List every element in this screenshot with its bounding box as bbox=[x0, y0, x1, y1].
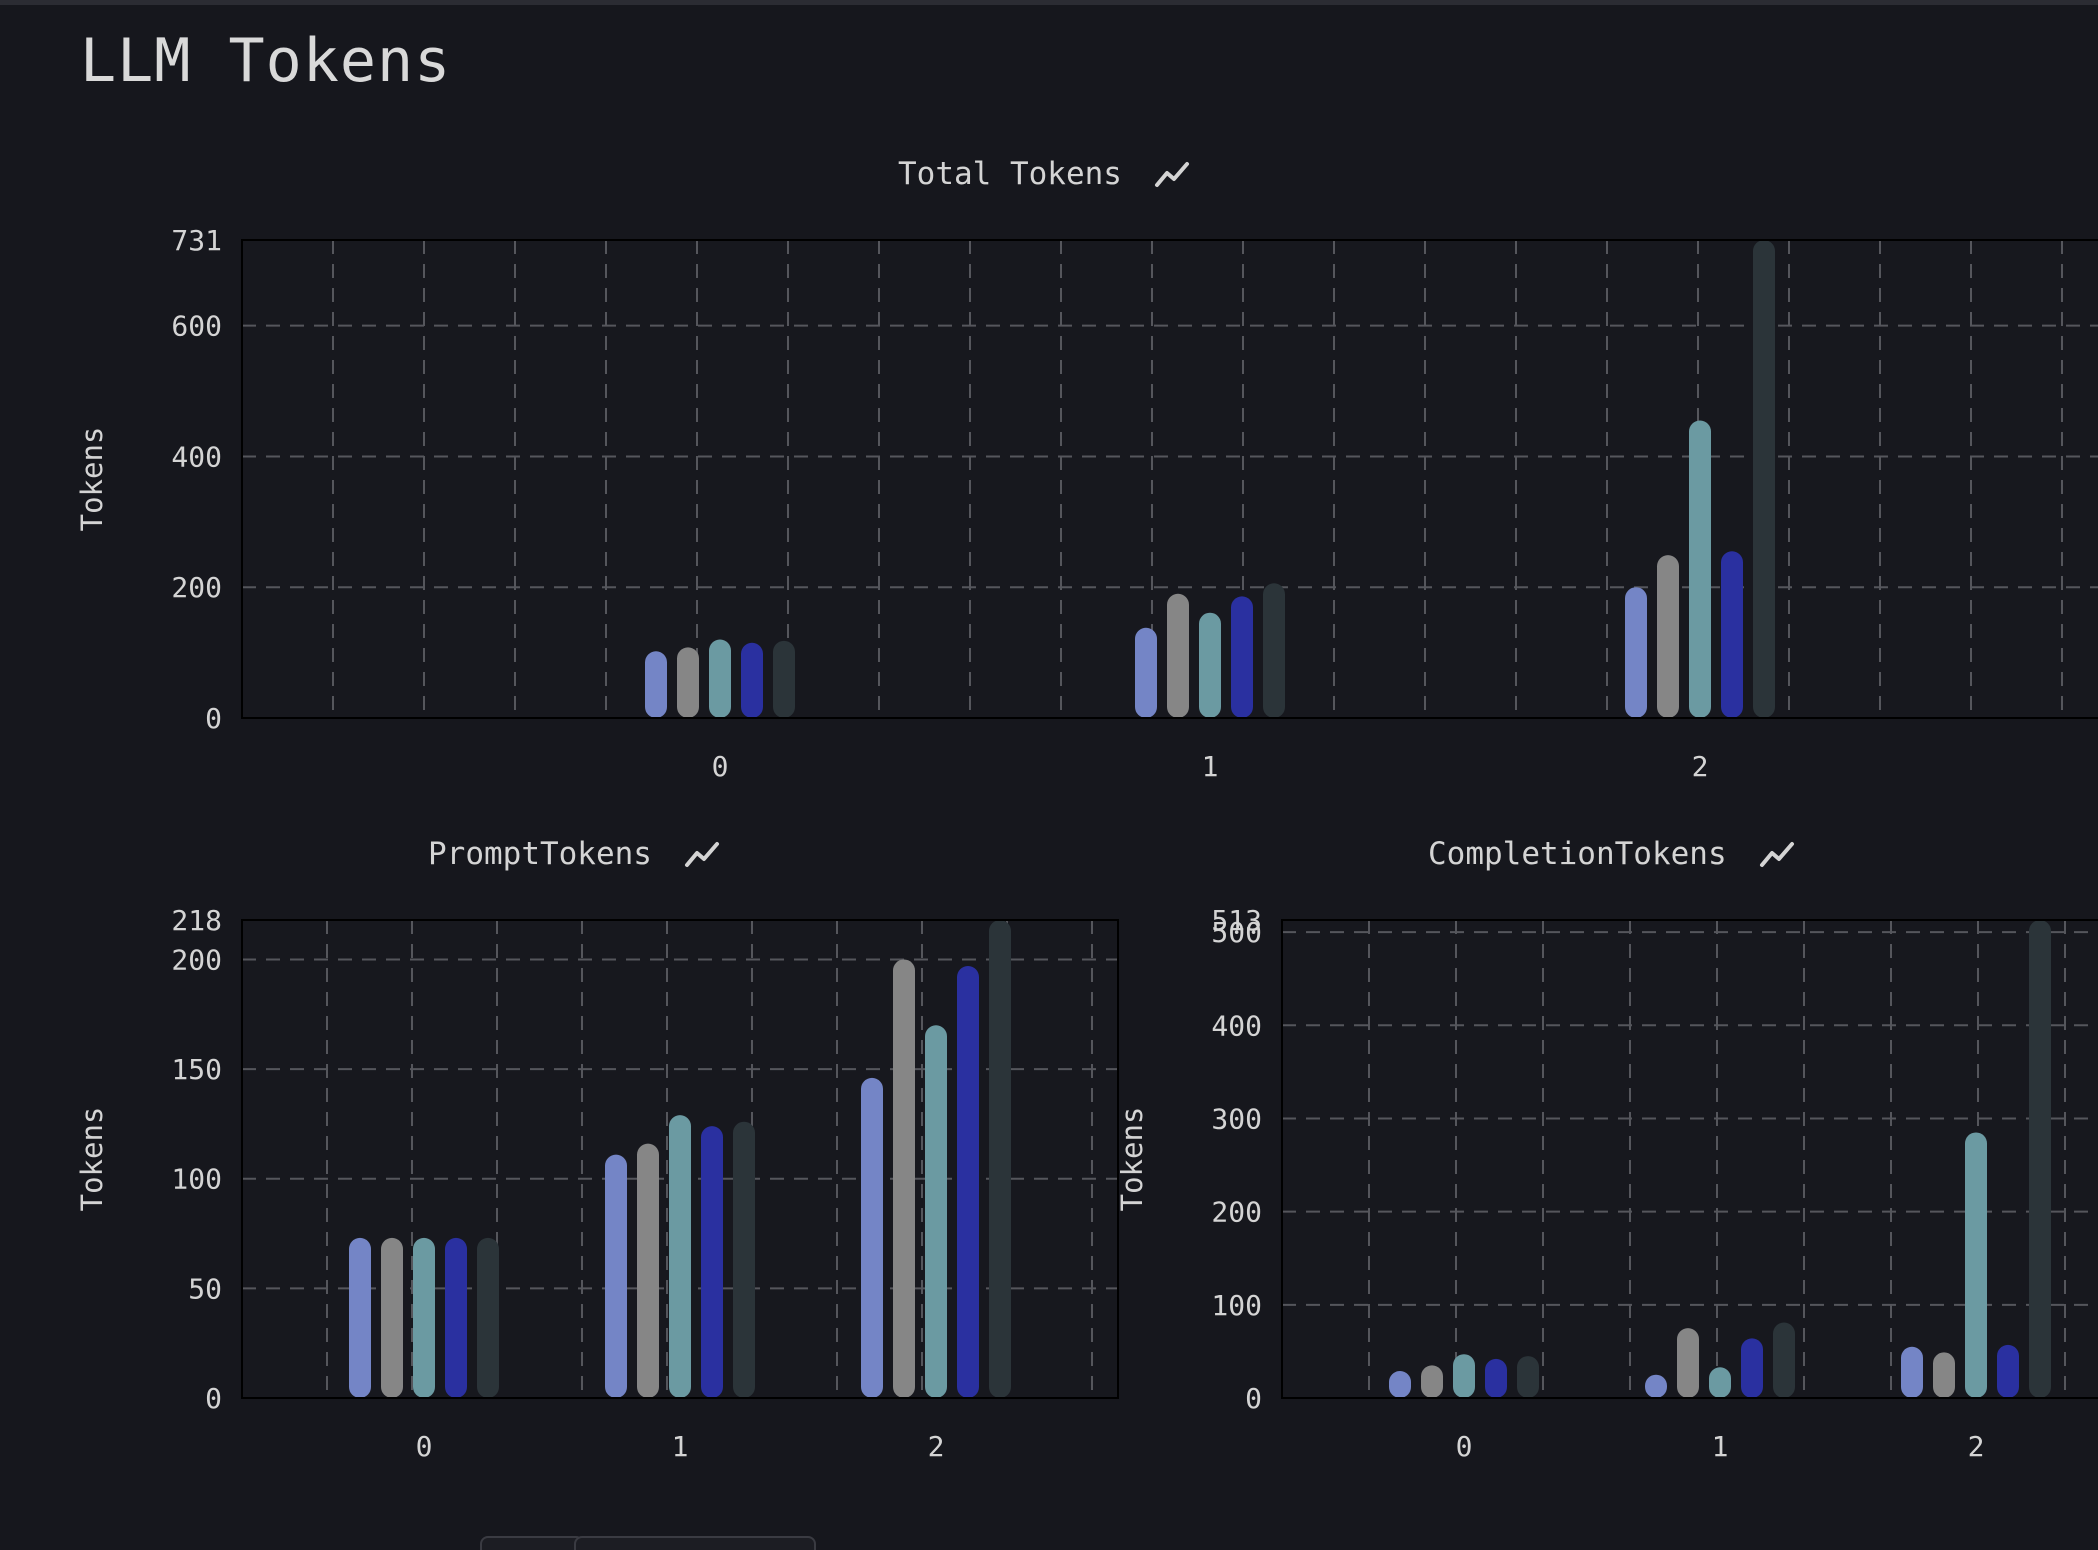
bar[interactable] bbox=[477, 1237, 499, 1398]
bar[interactable] bbox=[1965, 1132, 1987, 1398]
prompt-tokens-title: PromptTokens bbox=[428, 836, 652, 872]
bar[interactable] bbox=[1709, 1367, 1731, 1398]
bar[interactable] bbox=[741, 642, 763, 718]
y-tick-label: 731 bbox=[171, 224, 222, 257]
y-tick-label: 0 bbox=[205, 1382, 222, 1415]
bar[interactable] bbox=[1231, 596, 1253, 718]
bar[interactable] bbox=[1753, 240, 1775, 718]
x-tick-label: 2 bbox=[1968, 1430, 1985, 1463]
bar[interactable] bbox=[701, 1126, 723, 1398]
bar[interactable] bbox=[1901, 1346, 1923, 1398]
bar[interactable] bbox=[645, 651, 667, 718]
trend-line-icon[interactable] bbox=[684, 840, 720, 868]
bar[interactable] bbox=[1485, 1358, 1507, 1398]
bar[interactable] bbox=[605, 1154, 627, 1398]
y-tick-label: 50 bbox=[188, 1272, 222, 1305]
bar[interactable] bbox=[2029, 920, 2051, 1398]
x-tick-label: 0 bbox=[712, 750, 729, 783]
plot-area bbox=[1282, 920, 2098, 1398]
tab-right[interactable] bbox=[574, 1536, 816, 1550]
bar[interactable] bbox=[1199, 612, 1221, 718]
x-tick-label: 2 bbox=[928, 1430, 945, 1463]
bar[interactable] bbox=[1721, 551, 1743, 718]
bar[interactable] bbox=[861, 1077, 883, 1398]
bar[interactable] bbox=[1933, 1352, 1955, 1398]
bar[interactable] bbox=[1677, 1328, 1699, 1398]
top-bar bbox=[0, 0, 2098, 5]
plot-border bbox=[241, 239, 2098, 719]
x-tick-label: 1 bbox=[1202, 750, 1219, 783]
y-tick-label: 150 bbox=[171, 1053, 222, 1086]
y-tick-label: 600 bbox=[171, 310, 222, 343]
bar[interactable] bbox=[925, 1025, 947, 1398]
bar[interactable] bbox=[1517, 1356, 1539, 1398]
grid-lines bbox=[1282, 920, 2098, 1398]
y-tick-label: 200 bbox=[171, 943, 222, 976]
plot-border bbox=[241, 919, 1119, 1399]
y-tick-label: 400 bbox=[1211, 1009, 1262, 1042]
plot-border bbox=[1281, 919, 2098, 1399]
bar[interactable] bbox=[445, 1237, 467, 1398]
y-tick-label: 0 bbox=[1245, 1382, 1262, 1415]
bar[interactable] bbox=[349, 1237, 371, 1398]
bar[interactable] bbox=[669, 1115, 691, 1398]
y-tick-label: 200 bbox=[171, 571, 222, 604]
bar[interactable] bbox=[893, 959, 915, 1398]
bar[interactable] bbox=[1389, 1370, 1411, 1398]
bar[interactable] bbox=[733, 1121, 755, 1398]
x-tick-label: 0 bbox=[416, 1430, 433, 1463]
y-tick-label: 0 bbox=[205, 702, 222, 735]
bar[interactable] bbox=[677, 647, 699, 718]
x-tick-label: 0 bbox=[1456, 1430, 1473, 1463]
bar[interactable] bbox=[957, 966, 979, 1398]
bar[interactable] bbox=[773, 640, 795, 718]
page-title: LLM Tokens bbox=[80, 26, 452, 96]
bar[interactable] bbox=[1625, 587, 1647, 718]
bar[interactable] bbox=[1645, 1374, 1667, 1398]
y-tick-label: 400 bbox=[171, 440, 222, 473]
bar[interactable] bbox=[1135, 627, 1157, 718]
y-tick-label: 100 bbox=[171, 1163, 222, 1196]
y-axis-label: Tokens bbox=[75, 1107, 109, 1212]
x-tick-label: 2 bbox=[1692, 750, 1709, 783]
y-tick-label: 218 bbox=[171, 904, 222, 937]
y-axis-label: Tokens bbox=[1120, 1107, 1149, 1212]
total-tokens-panel-title: Total Tokens bbox=[898, 156, 1190, 192]
y-tick-label: 100 bbox=[1211, 1289, 1262, 1322]
trend-line-icon[interactable] bbox=[1154, 160, 1190, 188]
bar[interactable] bbox=[413, 1237, 435, 1398]
bar[interactable] bbox=[1421, 1365, 1443, 1398]
bar[interactable] bbox=[1167, 593, 1189, 718]
grid-lines bbox=[242, 240, 2098, 718]
bar[interactable] bbox=[1263, 583, 1285, 718]
completion-tokens-title: CompletionTokens bbox=[1428, 836, 1727, 872]
total-tokens-title: Total Tokens bbox=[898, 156, 1122, 192]
bar[interactable] bbox=[709, 639, 731, 718]
total-tokens-chart: 0 200 400 600 731 0 1 2 Tokens bbox=[75, 224, 2098, 783]
bar[interactable] bbox=[637, 1143, 659, 1398]
prompt-tokens-chart: 0 50 100 150 200 218 0 1 2 Tokens bbox=[75, 904, 1119, 1463]
bar[interactable] bbox=[1689, 420, 1711, 718]
completion-tokens-panel-title: CompletionTokens bbox=[1428, 836, 1795, 872]
bar[interactable] bbox=[1773, 1322, 1795, 1398]
x-tick-label: 1 bbox=[1712, 1430, 1729, 1463]
prompt-tokens-panel-title: PromptTokens bbox=[428, 836, 720, 872]
y-tick-label: 500 bbox=[1211, 916, 1262, 949]
bar[interactable] bbox=[1657, 555, 1679, 718]
bar[interactable] bbox=[1997, 1344, 2019, 1398]
y-axis-label: Tokens bbox=[75, 427, 109, 532]
tab-left[interactable] bbox=[480, 1536, 584, 1550]
y-tick-label: 200 bbox=[1211, 1196, 1262, 1229]
bar[interactable] bbox=[989, 920, 1011, 1398]
y-tick-label: 513 bbox=[1211, 904, 1262, 937]
x-tick-label: 1 bbox=[672, 1430, 689, 1463]
bar[interactable] bbox=[1453, 1354, 1475, 1398]
y-tick-label: 300 bbox=[1211, 1102, 1262, 1135]
bar[interactable] bbox=[381, 1237, 403, 1398]
trend-line-icon[interactable] bbox=[1759, 840, 1795, 868]
bar[interactable] bbox=[1741, 1338, 1763, 1398]
